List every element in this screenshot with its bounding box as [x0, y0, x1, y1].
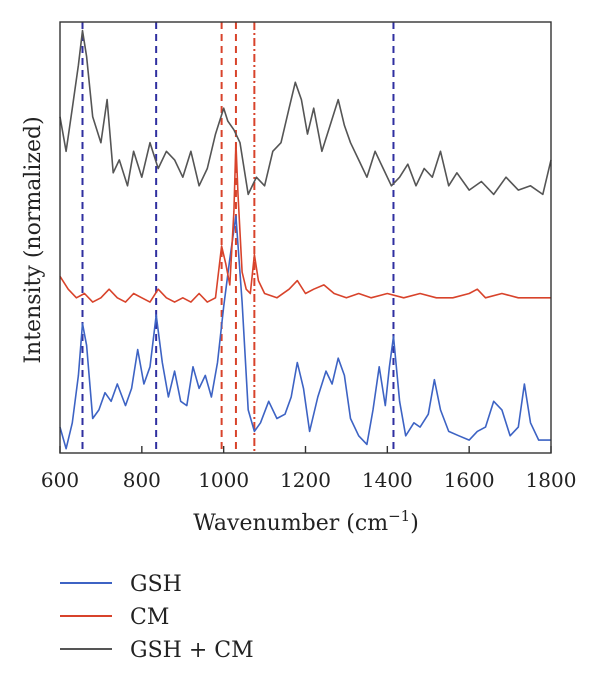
series-line-2	[59, 29, 552, 196]
reference-lines	[81, 22, 395, 453]
x-tick-label: 1200	[280, 468, 331, 492]
x-tick-label: 1400	[362, 468, 413, 492]
legend-label: GSH	[130, 572, 182, 597]
legend-label: GSH + CM	[130, 638, 254, 663]
x-tick-label: 800	[123, 468, 161, 492]
plot-frame	[59, 21, 552, 454]
series-line-1	[59, 141, 551, 303]
x-tick-label: 1000	[198, 468, 249, 492]
x-tick-label: 1600	[444, 468, 495, 492]
x-tick-label: 1800	[526, 468, 577, 492]
legend-label: CM	[130, 605, 169, 630]
y-axis-title: Intensity (normalized)	[21, 116, 46, 363]
x-axis-title: Wavenumber (cm−1)	[193, 507, 419, 536]
legend: GSH CM GSH + CM	[60, 572, 254, 663]
series-layer	[59, 29, 552, 450]
x-axis-ticks: 600 800 1000 1200 1400 1600 1800	[41, 446, 577, 492]
series-line-0	[59, 215, 551, 450]
x-tick-label: 600	[41, 468, 79, 492]
